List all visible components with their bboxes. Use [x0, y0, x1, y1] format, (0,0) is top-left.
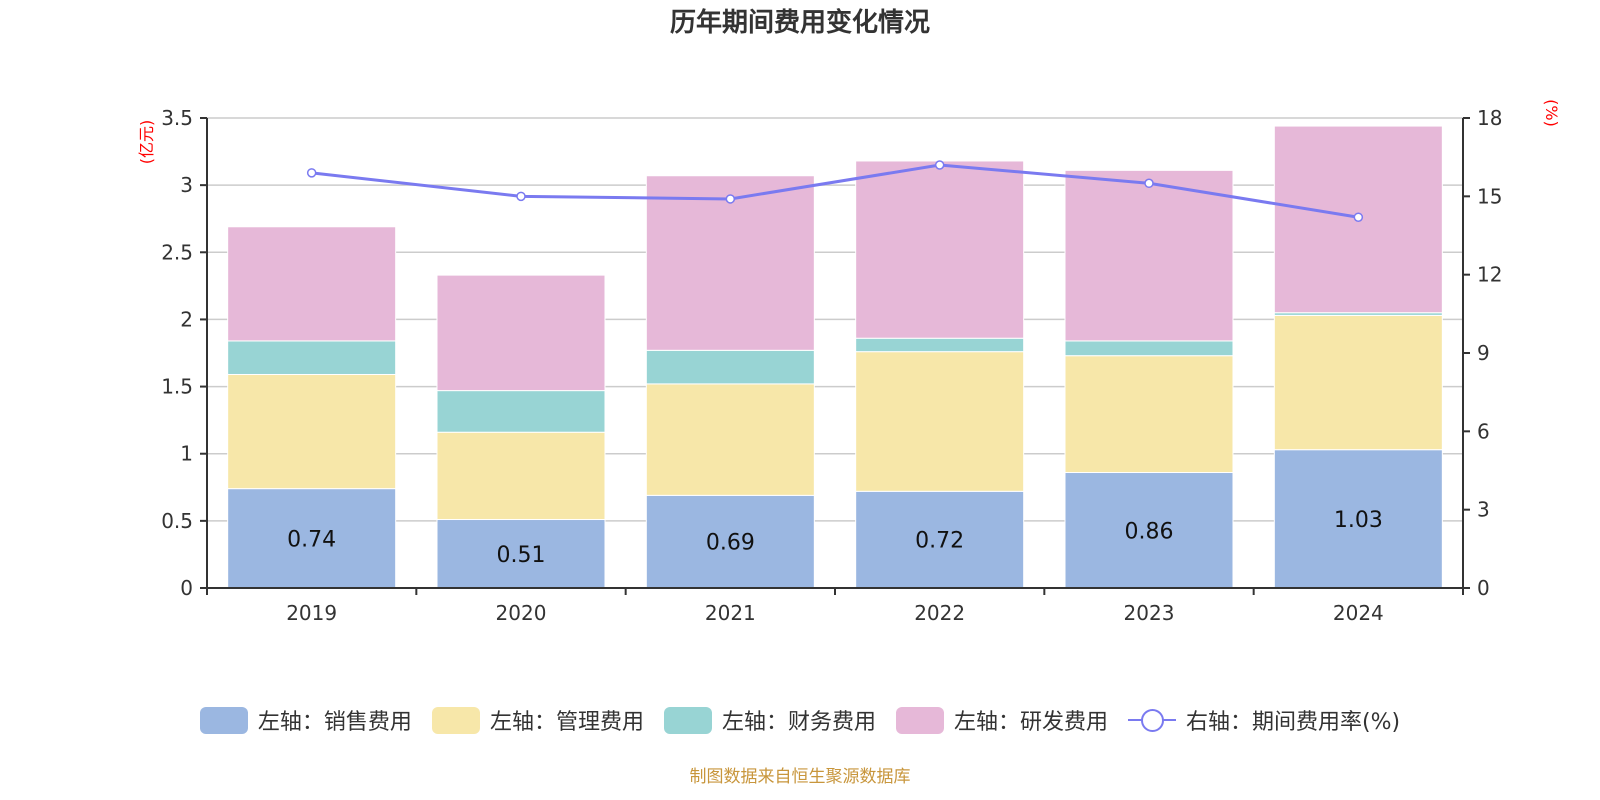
bar-rnd-2023	[1064, 169, 1234, 342]
bar-rnd-2021	[645, 175, 815, 351]
bar-label-sales-2021: 0.69	[706, 531, 755, 556]
bar-finance-2020	[436, 390, 606, 433]
bar-admin-2022	[855, 351, 1025, 492]
left-axis-tick-label: 2.5	[161, 240, 193, 264]
left-axis-unit-label: (亿元)	[137, 120, 156, 165]
x-axis-tick-label: 2019	[286, 601, 337, 625]
bar-sales-2023	[1064, 472, 1234, 589]
bar-label-sales-2020: 0.51	[497, 543, 546, 568]
legend-label: 左轴：研发费用	[953, 710, 1108, 735]
x-axis-tick-label: 2023	[1124, 601, 1175, 625]
left-axis-tick-label: 1.5	[161, 375, 193, 399]
rate-line	[306, 160, 1364, 222]
bar-finance-2023	[1064, 340, 1234, 357]
chart-title: 历年期间费用变化情况	[669, 8, 930, 38]
bar-rnd-2022	[855, 160, 1025, 339]
rate-point-2020	[516, 191, 526, 202]
legend-label: 左轴：财务费用	[721, 710, 876, 735]
bar-finance-2019	[227, 340, 397, 375]
right-axis-tick-label: 12	[1477, 263, 1502, 287]
legend-item-rnd[interactable]: 左轴：研发费用	[895, 704, 1108, 736]
bar-label-sales-2019: 0.74	[287, 527, 336, 552]
legend-label: 左轴：管理费用	[489, 710, 644, 735]
bar-admin-2019	[227, 373, 397, 490]
legend-item-admin[interactable]: 左轴：管理费用	[431, 704, 644, 736]
bar-admin-2020	[436, 431, 606, 521]
legend-swatch-icon	[663, 706, 712, 734]
axes	[200, 117, 1470, 595]
legend: 左轴：销售费用 左轴：管理费用 左轴：财务费用 左轴：研发费用 右轴：期间费用率(%)	[0, 704, 1600, 736]
right-axis-tick-label: 6	[1477, 419, 1490, 443]
x-axis-tick-label: 2020	[496, 601, 547, 625]
bar-label-sales-2024: 1.03	[1334, 508, 1383, 533]
bar-label-sales-2022: 0.72	[915, 529, 964, 554]
rate-point-2021	[725, 194, 736, 204]
legend-swatch-icon	[431, 706, 480, 734]
bar-rnd-2019	[227, 226, 397, 342]
right-axis-tick-label: 3	[1477, 498, 1490, 522]
legend-label: 左轴：销售费用	[257, 710, 412, 735]
legend-item-sales[interactable]: 左轴：销售费用	[199, 704, 412, 736]
bar-finance-2021	[645, 349, 815, 385]
rate-point-2023	[1144, 178, 1154, 189]
left-axis-tick-label: 0.5	[161, 509, 193, 533]
left-axis-tick-label: 0	[180, 576, 193, 600]
labels: 00.511.522.533.50369121518(亿元)(%)0.74201…	[137, 99, 1561, 625]
bar-finance-2022	[855, 337, 1025, 353]
data-source-footer: 制图数据来自恒生聚源数据库	[689, 767, 911, 787]
line-circle-icon	[1127, 707, 1176, 734]
right-axis-tick-label: 18	[1477, 106, 1502, 130]
chart-canvas: 00.511.522.533.50369121518(亿元)(%)0.74201…	[137, 99, 1561, 625]
legend-swatch-icon	[199, 706, 248, 734]
legend-item-finance[interactable]: 左轴：财务费用	[663, 704, 876, 736]
left-axis-tick-label: 3	[180, 173, 193, 197]
bar-admin-2021	[645, 383, 815, 496]
right-axis-tick-label: 9	[1477, 341, 1490, 365]
left-axis-tick-label: 1	[180, 442, 193, 466]
legend-label: 右轴：期间费用率(%)	[1185, 710, 1401, 735]
bar-admin-2024	[1273, 314, 1443, 451]
legend-swatch-icon	[895, 706, 944, 734]
bar-rnd-2020	[436, 274, 606, 392]
x-axis-tick-label: 2021	[705, 601, 756, 625]
rate-point-2019	[306, 168, 317, 178]
right-axis-tick-label: 15	[1477, 184, 1502, 208]
bar-admin-2023	[1064, 355, 1234, 474]
rate-point-2024	[1353, 212, 1364, 222]
left-axis-tick-label: 2	[180, 307, 193, 331]
rate-line-path	[311, 163, 1359, 219]
right-axis-tick-label: 0	[1477, 576, 1490, 600]
legend-item-rate[interactable]: 右轴：期间费用率(%)	[1127, 704, 1401, 736]
bar-sales-2024	[1273, 449, 1443, 589]
right-axis-unit-label: (%)	[1542, 99, 1561, 127]
bar-sales-2020	[436, 519, 606, 589]
bar-label-sales-2023: 0.86	[1125, 519, 1174, 544]
left-axis-tick-label: 3.5	[161, 106, 193, 130]
x-axis-tick-label: 2022	[914, 601, 965, 625]
rate-point-2022	[934, 160, 945, 170]
x-axis-tick-label: 2024	[1333, 601, 1384, 625]
gridlines	[207, 117, 1463, 522]
bars	[227, 125, 1443, 589]
bar-sales-2022	[855, 490, 1025, 589]
